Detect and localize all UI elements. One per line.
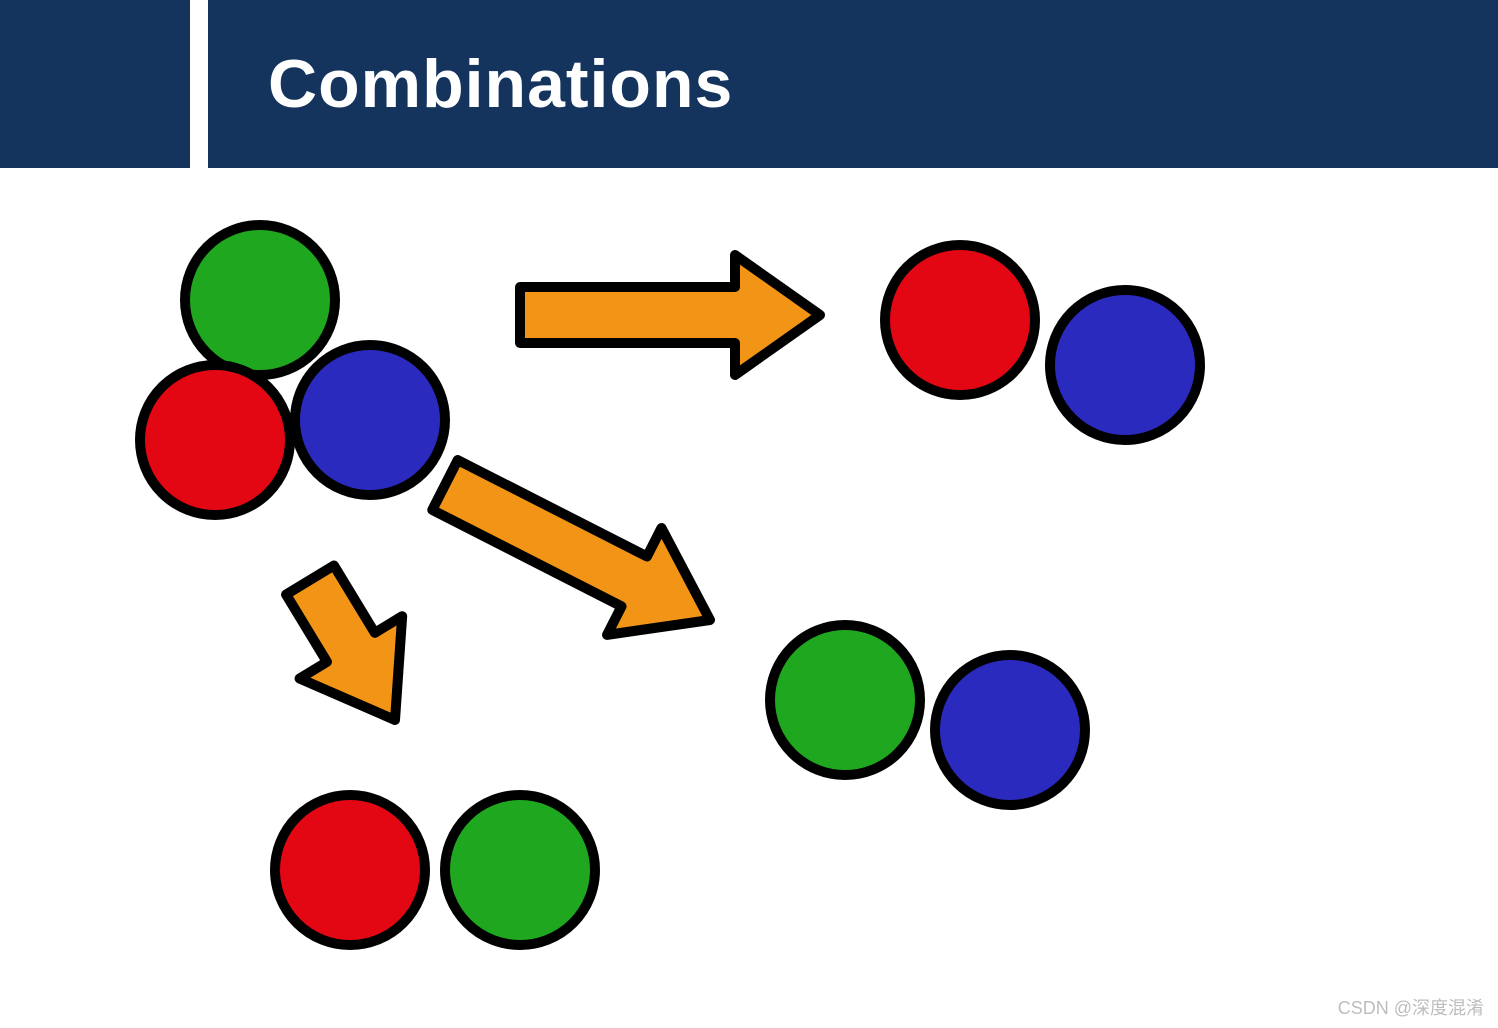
source-circle-green	[185, 225, 335, 375]
watermark-text: CSDN @深度混淆	[1338, 994, 1484, 1020]
source-circle-blue	[295, 345, 445, 495]
arrow-to-green-blue	[418, 432, 737, 674]
source-circle-red	[140, 365, 290, 515]
arrow-to-red-blue	[520, 255, 820, 375]
red-blue-pair-red-circle	[885, 245, 1035, 395]
diagram-canvas	[0, 0, 1498, 1028]
red-green-pair-red-circle	[275, 795, 425, 945]
red-green-pair-green-circle	[445, 795, 595, 945]
green-blue-pair-green-circle	[770, 625, 920, 775]
arrow-to-red-green	[259, 549, 447, 751]
arrow-icon	[520, 255, 820, 375]
arrow-icon	[418, 432, 737, 674]
arrow-icon	[259, 549, 447, 751]
green-blue-pair-blue-circle	[935, 655, 1085, 805]
red-blue-pair-blue-circle	[1050, 290, 1200, 440]
